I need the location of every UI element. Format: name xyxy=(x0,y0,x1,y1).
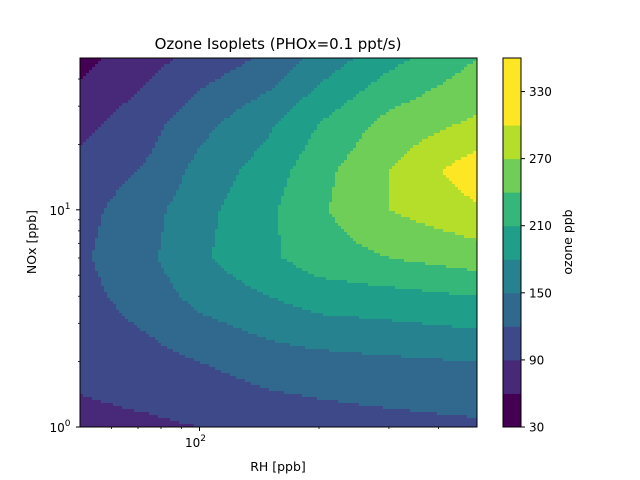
colorbar-tick-label: 150 xyxy=(529,286,552,300)
colorbar-tick-label: 90 xyxy=(529,353,544,367)
axis-ticks: 102 100 101 xyxy=(49,78,439,450)
x-tick-label: 102 xyxy=(185,434,206,450)
colorbar-band xyxy=(503,158,521,193)
colorbar-band xyxy=(503,259,521,294)
y-axis-label: NOx [ppb] xyxy=(24,210,39,274)
y-tick-label: 101 xyxy=(49,202,70,218)
colorbar-label: ozone ppb xyxy=(560,209,575,274)
contour-fill xyxy=(80,58,477,427)
x-axis-label: RH [ppb] xyxy=(250,459,306,474)
colorbar-tick-label: 270 xyxy=(529,152,552,166)
colorbar-tick-label: 330 xyxy=(529,85,552,99)
plot-area xyxy=(79,57,478,428)
colorbar-band xyxy=(503,326,521,361)
plot-frame xyxy=(79,57,478,428)
y-tick-label: 100 xyxy=(49,419,70,435)
colorbar-band xyxy=(503,192,521,227)
colorbar-band xyxy=(503,359,521,394)
colorbar-band xyxy=(503,91,521,126)
colorbar-tick-label: 30 xyxy=(529,421,544,435)
colorbar-band xyxy=(503,125,521,160)
colorbar-tick-label: 210 xyxy=(529,219,552,233)
colorbar-band xyxy=(503,58,521,93)
colorbar-band xyxy=(503,225,521,260)
colorbar: 30 90 150 210 270 330 xyxy=(502,57,552,435)
chart-title: Ozone Isoplets (PHOx=0.1 ppt/s) xyxy=(155,35,402,53)
colorbar-frame xyxy=(502,57,522,428)
colorbar-band xyxy=(503,393,521,428)
colorbar-band xyxy=(503,292,521,327)
